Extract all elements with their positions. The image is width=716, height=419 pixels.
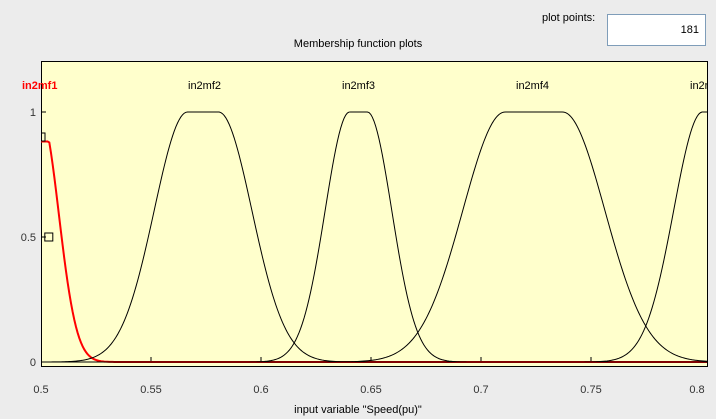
plot-points-label: plot points:	[542, 12, 596, 24]
x-tick-label: 0.75	[580, 384, 602, 396]
mf-handle[interactable]	[41, 132, 46, 142]
axis-ticks	[41, 111, 592, 363]
mf-label-in2mf1[interactable]: in2mf1	[22, 80, 58, 92]
mf-label-in2mf3[interactable]: in2mf3	[342, 80, 376, 92]
membership-curves	[41, 111, 708, 363]
y-tick-label: 0.5	[20, 232, 36, 244]
x-tick-label: 0.8	[689, 384, 705, 396]
mf-curve-in2mf5[interactable]	[41, 111, 707, 363]
x-tick-label: 0.5	[33, 384, 49, 396]
x-tick-label: 0.65	[360, 384, 382, 396]
mf-curve-in2mf1[interactable]	[41, 140, 707, 363]
x-tick-label: 0.7	[473, 384, 489, 396]
membership-plot-area[interactable]	[41, 61, 708, 367]
x-tick-label: 0.55	[140, 384, 162, 396]
plot-points-input[interactable]	[607, 14, 706, 46]
mf-label-in2mf5[interactable]: in2mf5	[690, 80, 708, 92]
x-axis-label: input variable "Speed(pu)"	[294, 404, 422, 416]
mf-handle[interactable]	[44, 232, 54, 242]
y-tick-label: 1	[29, 107, 36, 119]
mf-curve-in2mf2[interactable]	[41, 111, 707, 363]
mf-curve-in2mf4[interactable]	[41, 111, 708, 363]
x-tick-label: 0.6	[253, 384, 269, 396]
plot-title: Membership function plots	[293, 38, 423, 50]
y-tick-label: 0	[29, 357, 36, 369]
mf-curve-in2mf3[interactable]	[41, 111, 707, 363]
mf-label-in2mf4[interactable]: in2mf4	[516, 80, 550, 92]
mf-label-in2mf2[interactable]: in2mf2	[188, 80, 222, 92]
